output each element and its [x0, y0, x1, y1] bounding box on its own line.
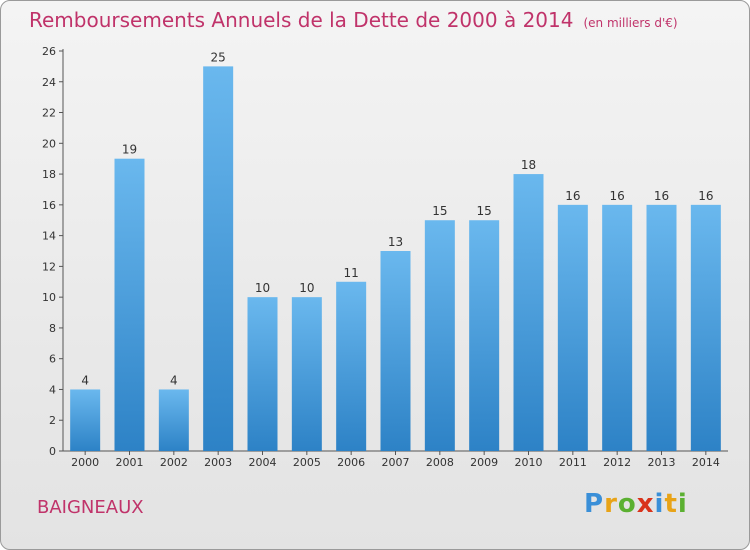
x-tick-label: 2001 [116, 456, 144, 469]
data-label: 16 [565, 189, 580, 203]
bars [70, 66, 721, 452]
y-tick-label: 2 [49, 414, 56, 427]
town-name: BAIGNEAUX [37, 497, 144, 518]
data-label: 4 [170, 373, 178, 387]
data-label: 15 [432, 204, 447, 218]
data-label: 16 [698, 189, 713, 203]
x-tick-label: 2000 [71, 456, 99, 469]
chart-title: Remboursements Annuels de la Dette de 20… [29, 8, 678, 32]
bar [380, 251, 411, 451]
x-tick-label: 2011 [559, 456, 587, 469]
x-tick-label: 2007 [382, 456, 410, 469]
data-label: 11 [344, 266, 359, 280]
x-tick-label: 2005 [293, 456, 321, 469]
labels: 4 2000 19 2001 4 2002 25 2003 10 2004 10 2005 11 2006… [71, 50, 720, 469]
data-label: 4 [81, 373, 89, 387]
logo-letter: t [664, 489, 678, 519]
bar [114, 158, 145, 451]
x-tick-label: 2006 [337, 456, 365, 469]
data-label: 18 [521, 158, 536, 172]
x-tick-label: 2008 [426, 456, 454, 469]
logo-letter: i [677, 489, 688, 519]
data-label: 13 [388, 235, 403, 249]
data-label: 15 [477, 204, 492, 218]
y-tick-label: 0 [49, 445, 56, 458]
bar [158, 389, 189, 451]
x-tick-label: 2003 [204, 456, 232, 469]
logo-letter: x [636, 489, 655, 519]
y-tick-label: 6 [49, 353, 56, 366]
bar [646, 204, 677, 451]
x-tick-label: 2013 [648, 456, 676, 469]
y-tick-label: 14 [42, 230, 56, 243]
bar [469, 220, 500, 451]
logo-letter: i [654, 489, 665, 519]
chart-unit: (en milliers d'€) [583, 16, 678, 30]
x-tick-label: 2004 [249, 456, 277, 469]
y-tick-label: 18 [42, 168, 56, 181]
data-label: 16 [654, 189, 669, 203]
bar [247, 297, 278, 451]
y-tick-label: 12 [42, 260, 56, 273]
bar [513, 174, 544, 452]
y-tick-label: 8 [49, 322, 56, 335]
bar [203, 66, 234, 451]
bar [602, 204, 633, 451]
y-tick-label: 26 [42, 45, 56, 58]
y-tick-label: 20 [42, 137, 56, 150]
y-tick-label: 16 [42, 199, 56, 212]
bar [690, 204, 721, 451]
logo-letter: r [604, 489, 618, 519]
y-tick-label: 10 [42, 291, 56, 304]
bar [70, 389, 101, 451]
proxiti-logo: Proxiti [584, 489, 688, 519]
x-tick-label: 2002 [160, 456, 188, 469]
data-label: 10 [299, 281, 314, 295]
x-tick-label: 2010 [515, 456, 543, 469]
y-tick-label: 4 [49, 383, 56, 396]
logo-letter: o [617, 489, 637, 519]
bar [557, 204, 588, 451]
logo-letter: P [584, 489, 605, 519]
y-tick-label: 22 [42, 107, 56, 120]
x-tick-label: 2012 [603, 456, 631, 469]
bar [424, 220, 455, 451]
data-label: 10 [255, 281, 270, 295]
x-tick-label: 2009 [470, 456, 498, 469]
data-label: 19 [122, 143, 137, 157]
bar [336, 281, 367, 451]
data-label: 25 [211, 50, 226, 64]
bar [291, 297, 322, 451]
y-tick-label: 24 [42, 76, 56, 89]
data-label: 16 [610, 189, 625, 203]
chart-title-text: Remboursements Annuels de la Dette de 20… [29, 8, 574, 32]
x-tick-label: 2014 [692, 456, 720, 469]
